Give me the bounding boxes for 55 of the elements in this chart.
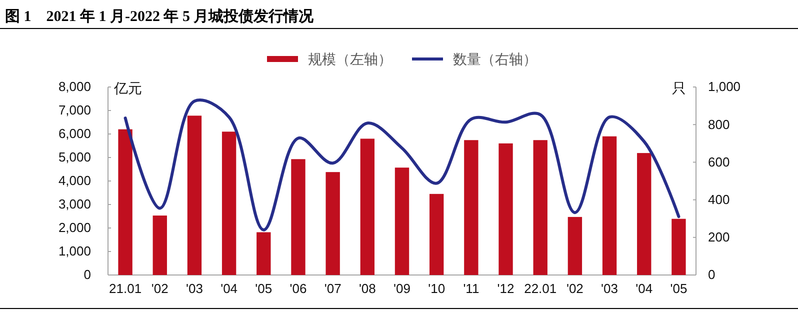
x-tick-label: '03 [601, 281, 618, 296]
y-tick-label: 7,000 [58, 102, 91, 118]
y-tick-label: 6,000 [58, 126, 91, 142]
line-series [124, 98, 680, 232]
x-tick-label: '02 [151, 281, 168, 296]
bar [256, 232, 271, 275]
bar [464, 140, 478, 275]
y2-tick-label: 800 [708, 116, 730, 132]
bar [222, 132, 236, 275]
bar [152, 216, 167, 275]
x-tick-label: 22.01 [524, 281, 557, 296]
y2-tick-label: 1,000 [708, 79, 741, 94]
bar [430, 194, 444, 275]
y-axis-title: 亿元 [113, 80, 142, 96]
y-tick-label: 0 [84, 267, 91, 282]
bar [498, 143, 513, 275]
x-tick-label: '02 [566, 281, 584, 296]
legend-label: 规模（左轴） [308, 51, 392, 67]
bar [118, 129, 132, 275]
x-tick-label: '03 [186, 281, 203, 296]
bar [291, 159, 306, 275]
y2-tick-label: 400 [708, 192, 730, 207]
bar [326, 172, 340, 275]
y-tick-label: 2,000 [58, 220, 91, 236]
y-tick-label: 5,000 [58, 150, 91, 165]
y2-tick-label: 600 [708, 154, 730, 170]
bar [672, 218, 686, 275]
y-tick-label: 3,000 [58, 196, 91, 212]
x-tick-label: '07 [324, 281, 342, 296]
x-tick-label: '10 [428, 281, 446, 296]
y-tick-label: 8,000 [58, 79, 91, 94]
bar [360, 138, 374, 275]
x-tick-label: '05 [255, 281, 272, 296]
x-tick-label: '06 [290, 281, 307, 296]
bar [602, 136, 617, 275]
bar [187, 116, 202, 275]
y2-tick-label: 0 [708, 267, 716, 282]
y2-tick-label: 200 [708, 230, 730, 245]
y2-axis-title: 只 [672, 80, 686, 96]
x-tick-label: '12 [497, 281, 514, 296]
x-tick-label: '04 [636, 281, 653, 296]
bar [568, 216, 582, 275]
bar [637, 153, 652, 275]
y-tick-label: 4,000 [58, 173, 91, 188]
x-tick-label: '11 [463, 281, 480, 296]
x-tick-label: '08 [358, 281, 376, 296]
x-tick-label: 21.01 [109, 281, 142, 296]
y-tick-label: 1,000 [58, 244, 91, 259]
legend-label: 数量（右轴） [453, 51, 537, 67]
bar [394, 168, 410, 275]
chart-title: 图 1 2021 年 1 月-2022 年 5 月城投债发行情况 [5, 8, 315, 25]
x-tick-label: '04 [220, 281, 238, 296]
x-tick-label: '09 [394, 281, 410, 296]
bar [533, 140, 548, 275]
x-tick-label: '05 [670, 281, 688, 296]
